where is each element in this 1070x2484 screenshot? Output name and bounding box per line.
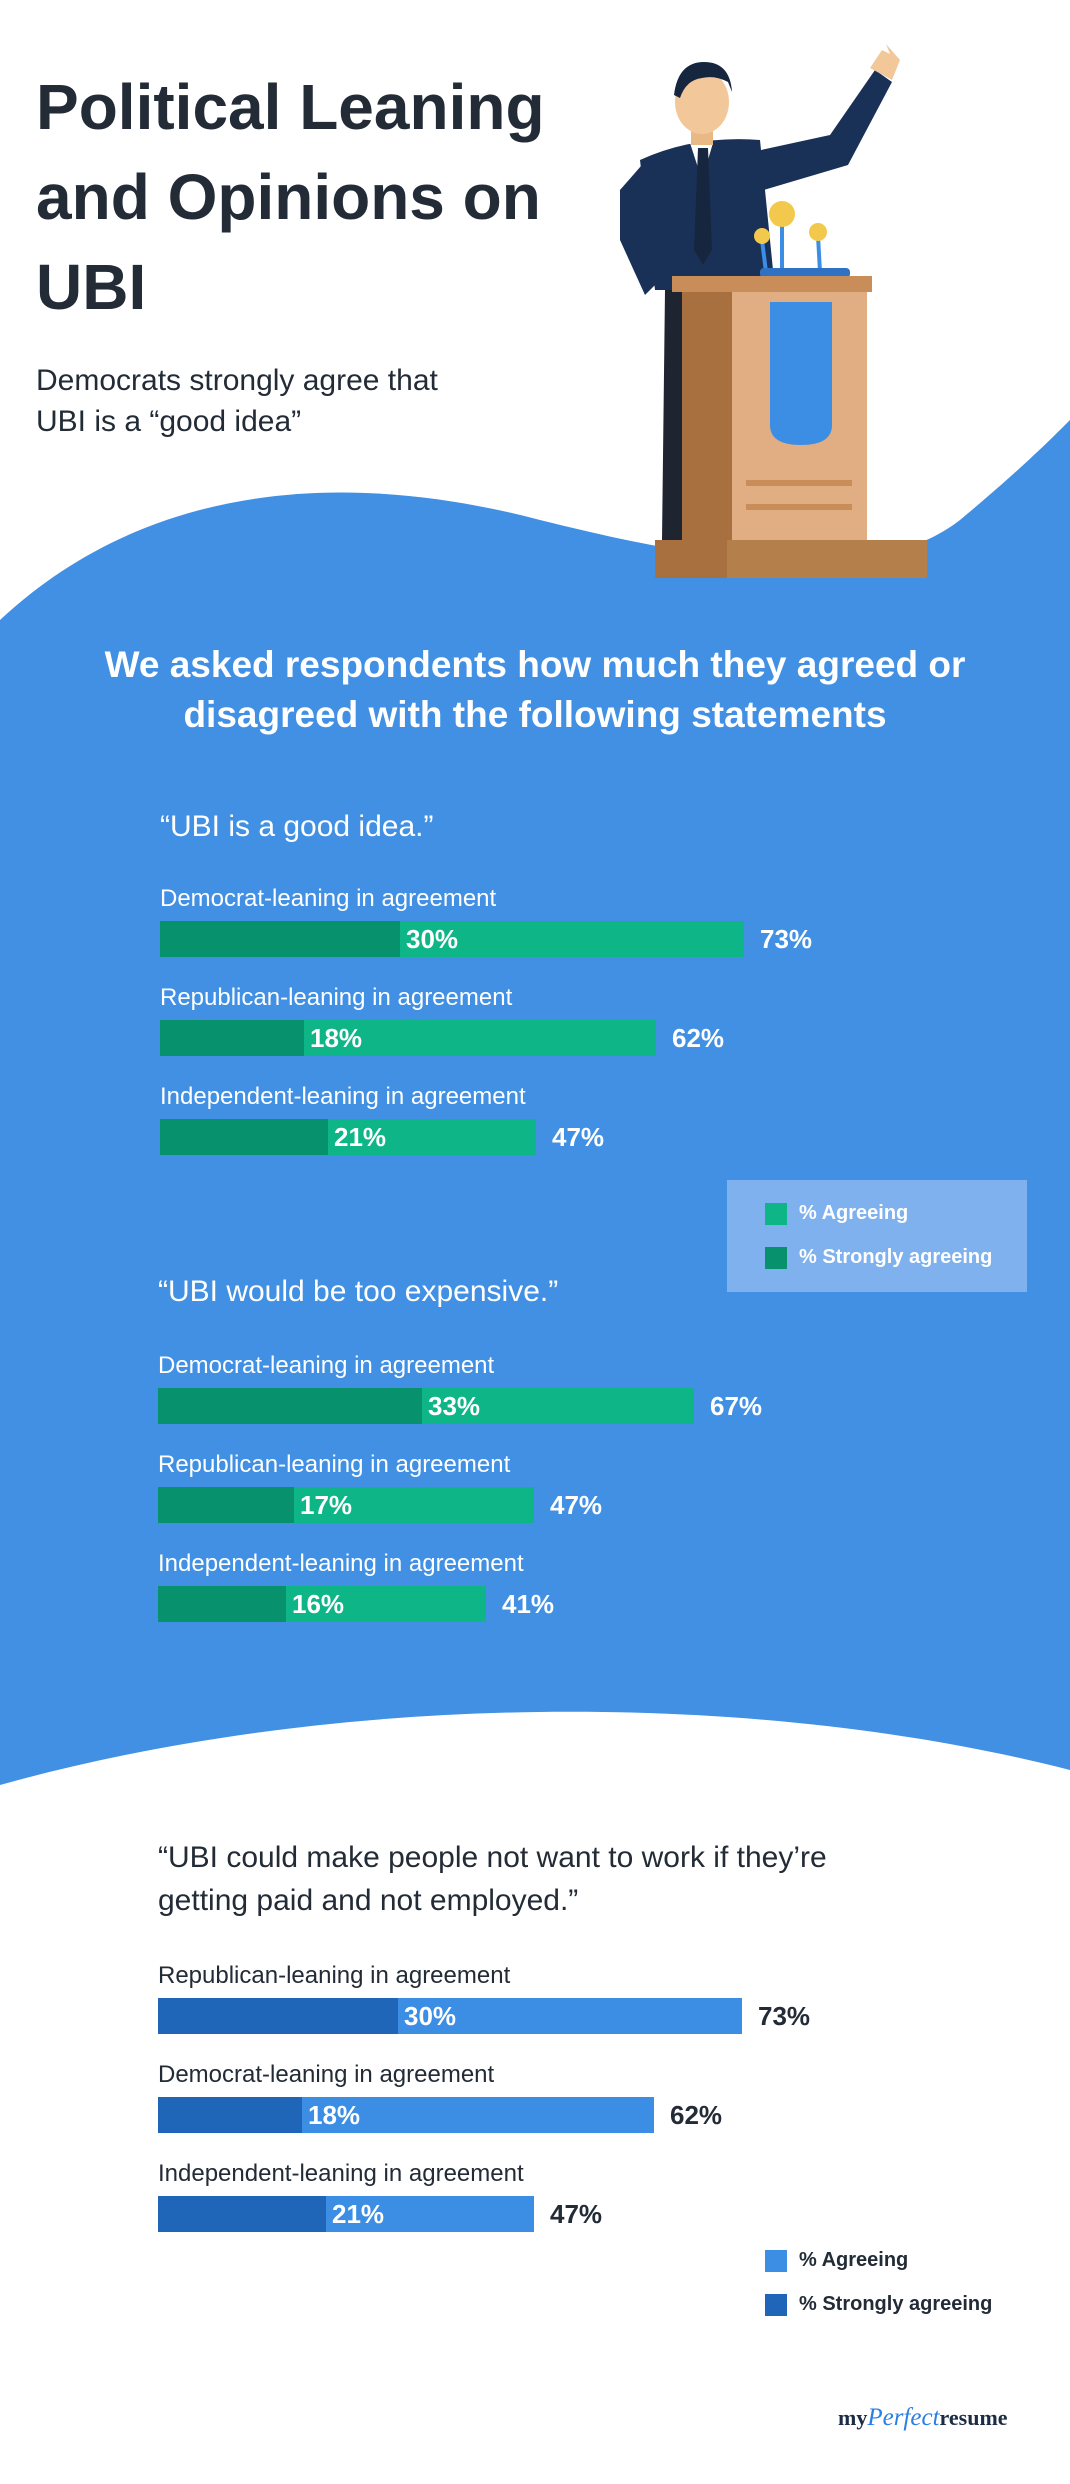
agreeing-value: 47% [552, 1122, 605, 1152]
legend-item-strongly-agreeing: % Strongly agreeing [765, 2293, 992, 2316]
bar-strongly-agreeing [160, 1020, 304, 1056]
bar-agreeing: 30% [160, 921, 744, 957]
page-title: Political Leaning and Opinions on UBI [36, 71, 545, 323]
legend-swatch-agreeing [765, 1202, 787, 1225]
agreeing-value: 41% [502, 1589, 555, 1619]
agreeing-value: 47% [550, 1490, 603, 1520]
agreeing-value: 67% [710, 1391, 763, 1421]
strongly-agreeing-value: 18% [308, 2100, 361, 2130]
bar-agreeing: 33% [158, 1388, 694, 1424]
bar-strongly-agreeing [158, 2097, 302, 2133]
agreeing-value: 73% [758, 2001, 811, 2031]
survey-intro: We asked respondents how much they agree… [104, 644, 966, 735]
strongly-agreeing-value: 18% [310, 1023, 363, 1053]
legend-label-strongly-agreeing: % Strongly agreeing [799, 1246, 993, 1268]
chart-good-idea: Democrat-leaning in agreement 30% 73% Repub… [160, 885, 920, 1175]
bar-agreeing: 30% [158, 1998, 742, 2034]
logo-text-perfect: Perfect [867, 2404, 940, 2431]
legend-swatch-strongly-agreeing [765, 2293, 787, 2316]
bar-strongly-agreeing [158, 1998, 398, 2034]
agreeing-value: 62% [670, 2100, 723, 2130]
chart-2-title: “UBI would be too expensive.” [158, 1275, 559, 1308]
strongly-agreeing-value: 30% [406, 924, 459, 954]
strongly-agreeing-value: 33% [428, 1391, 481, 1421]
bar-group-label: Democrat-leaning in agreement [158, 1352, 495, 1379]
legend-label-strongly-agreeing: % Strongly agreeing [799, 2293, 993, 2315]
agreeing-value: 73% [760, 924, 813, 954]
logo-text-my: my [838, 2405, 868, 2430]
legend-item-agreeing: % Agreeing [765, 1202, 908, 1225]
chart-3-title: “UBI could make people not want to work … [158, 1841, 827, 1917]
bar-group-label: Republican-leaning in agreement [160, 984, 513, 1011]
bar-agreeing: 16% [158, 1586, 486, 1622]
bar-strongly-agreeing [158, 1586, 286, 1622]
strongly-agreeing-value: 30% [404, 2001, 457, 2031]
legend-green: % Agreeing % Strongly agreeing [727, 1180, 1027, 1292]
bar-strongly-agreeing [158, 1487, 294, 1523]
agreeing-value: 62% [672, 1023, 725, 1053]
bar-agreeing: 18% [160, 1020, 656, 1056]
bar-agreeing: 21% [160, 1119, 536, 1155]
legend-blue: % Agreeing % Strongly agreeing [727, 2245, 1027, 2335]
page-subtitle: Democrats strongly agree that UBI is a “… [36, 364, 438, 438]
legend-swatch-strongly-agreeing [765, 1246, 787, 1269]
blue-wave-band [0, 420, 1070, 1785]
bar-group-label: Republican-leaning in agreement [158, 1962, 511, 1989]
legend-swatch-agreeing [765, 2249, 787, 2272]
strongly-agreeing-value: 21% [332, 2199, 385, 2229]
bar-group-label: Democrat-leaning in agreement [158, 2061, 495, 2088]
bar-agreeing: 17% [158, 1487, 534, 1523]
bar-strongly-agreeing [160, 1119, 328, 1155]
bar-agreeing: 18% [158, 2097, 654, 2133]
strongly-agreeing-value: 21% [334, 1122, 387, 1152]
legend-item-strongly-agreeing: % Strongly agreeing [765, 1246, 992, 1269]
bar-strongly-agreeing [158, 1388, 422, 1424]
strongly-agreeing-value: 17% [300, 1490, 353, 1520]
bar-agreeing: 21% [158, 2196, 534, 2232]
logo-text-resume: resume [939, 2405, 1008, 2430]
bar-group-label: Independent-leaning in agreement [160, 1083, 526, 1110]
bar-strongly-agreeing [160, 921, 400, 957]
bar-group-label: Independent-leaning in agreement [158, 1550, 524, 1577]
strongly-agreeing-value: 16% [292, 1589, 345, 1619]
chart-too-expensive: Democrat-leaning in agreement 33% 67% Repub… [158, 1352, 918, 1642]
chart-not-want-to-work: Republican-leaning in agreement 30% 73% Dem… [158, 1962, 918, 2252]
brand-logo: myPerfectresume [838, 2404, 1008, 2432]
legend-label-agreeing: % Agreeing [799, 2249, 909, 2271]
bar-strongly-agreeing [158, 2196, 326, 2232]
legend-item-agreeing: % Agreeing [765, 2249, 908, 2272]
legend-label-agreeing: % Agreeing [799, 1202, 909, 1224]
agreeing-value: 47% [550, 2199, 603, 2229]
bar-group-label: Independent-leaning in agreement [158, 2160, 524, 2187]
bar-group-label: Democrat-leaning in agreement [160, 885, 497, 912]
chart-1-title: “UBI is a good idea.” [160, 810, 434, 843]
speaker-podium-illustration [620, 44, 927, 578]
bar-group-label: Republican-leaning in agreement [158, 1451, 511, 1478]
